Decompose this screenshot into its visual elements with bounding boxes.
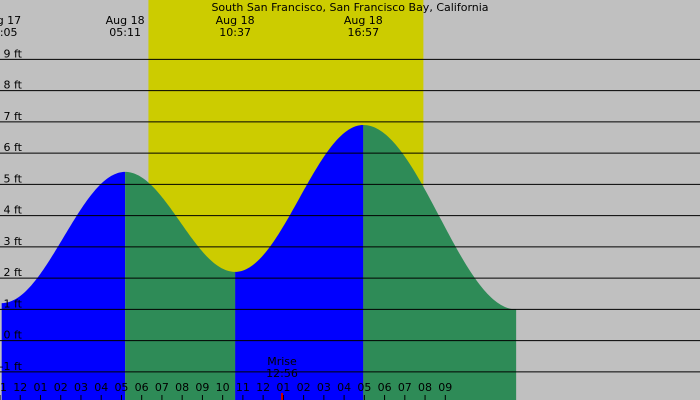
x-tick-label: 04: [337, 381, 351, 394]
extreme-date-label: Aug 17: [0, 14, 21, 27]
event-label: Mrise: [267, 355, 297, 368]
x-tick-label: 12: [256, 381, 270, 394]
y-tick-label: 5 ft: [4, 172, 23, 185]
y-tick-label: 0 ft: [4, 329, 23, 342]
x-tick-label: 09: [195, 381, 209, 394]
falling-tide-area: [125, 171, 236, 400]
y-tick-label: 3 ft: [4, 235, 23, 248]
event-time-label: 12:56: [266, 367, 298, 380]
y-tick-label: 8 ft: [4, 79, 23, 92]
y-axis-labels: -1 ft 0 ft 1 ft 2 ft 3 ft 4 ft 5 ft 6 ft 7 ft 8 f…: [0, 47, 23, 373]
x-tick-label: 02: [297, 381, 311, 394]
extreme-time-label: 16:57: [347, 26, 379, 39]
x-tick-label: 02: [54, 381, 68, 394]
tide-areas: [1, 125, 517, 400]
x-tick-label: 11: [236, 381, 250, 394]
x-tick-label: 05: [357, 381, 371, 394]
x-tick-label: 06: [378, 381, 392, 394]
y-tick-label: 7 ft: [4, 110, 23, 123]
x-tick-label: 08: [175, 381, 189, 394]
falling-tide-area: [363, 125, 517, 400]
x-tick-label: 11: [0, 381, 7, 394]
y-tick-label: -1 ft: [0, 360, 23, 373]
rising-tide-area: [235, 125, 364, 400]
x-tick-label: 01: [276, 381, 290, 394]
extreme-date-label: Aug 18: [216, 14, 255, 27]
extreme-time-label: 10:37: [219, 26, 251, 39]
x-tick-label: 09: [438, 381, 452, 394]
x-tick-label: 01: [33, 381, 47, 394]
x-tick-label: 10: [216, 381, 230, 394]
y-gridlines: [0, 58, 700, 373]
extreme-time-label: 05:11: [109, 26, 141, 39]
x-tick-label: 08: [418, 381, 432, 394]
y-tick-label: 1 ft: [4, 297, 23, 310]
x-tick-label: 07: [398, 381, 412, 394]
chart-title: South San Francisco, San Francisco Bay, …: [211, 1, 488, 14]
extreme-date-label: Aug 18: [106, 14, 145, 27]
y-tick-label: 4 ft: [4, 204, 23, 217]
y-tick-label: 6 ft: [4, 141, 23, 154]
x-tick-label: 04: [94, 381, 108, 394]
y-tick-label: 2 ft: [4, 266, 23, 279]
extreme-time-label: 23:05: [0, 26, 18, 39]
x-tick-label: 03: [74, 381, 88, 394]
x-tick-label: 07: [155, 381, 169, 394]
x-tick-label: 06: [135, 381, 149, 394]
x-tick-label: 03: [317, 381, 331, 394]
rising-tide-area: [1, 171, 126, 400]
x-tick-label: 05: [114, 381, 128, 394]
y-tick-label: 9 ft: [4, 47, 23, 60]
extreme-date-label: Aug 18: [344, 14, 383, 27]
x-tick-label: 12: [13, 381, 27, 394]
x-axis: 11 12 01 02 03 04 05 06 07 08 09 10 11 12 01 02 03 04 05 06…: [0, 381, 452, 400]
